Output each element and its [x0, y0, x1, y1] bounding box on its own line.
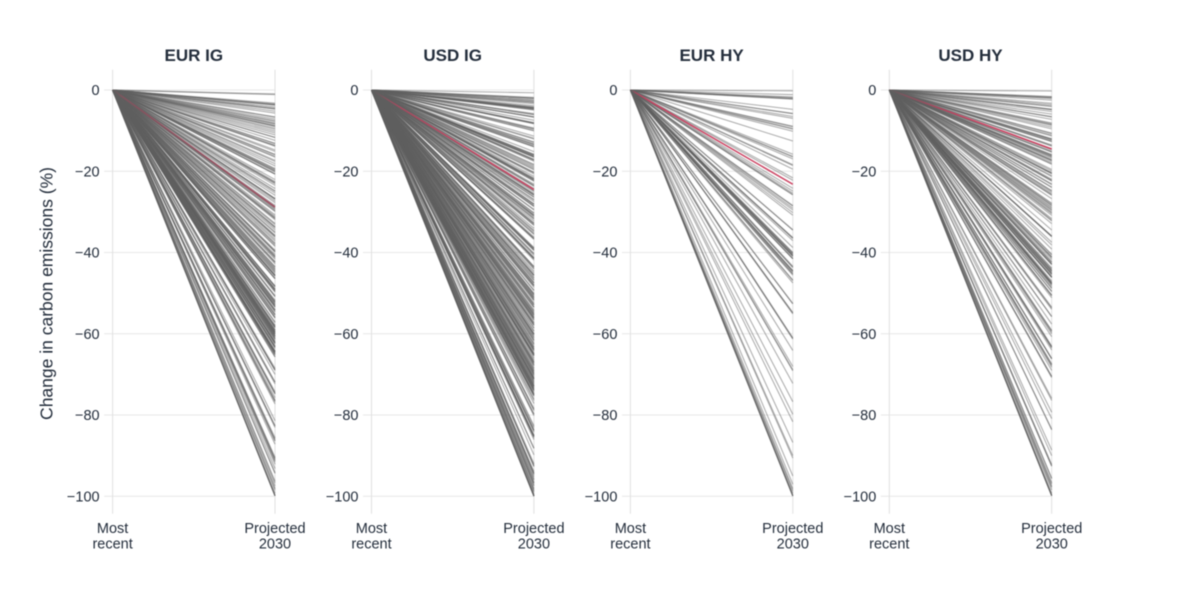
svg-text:−100: −100: [585, 489, 618, 505]
svg-text:0: 0: [92, 83, 100, 99]
svg-text:Projected: Projected: [244, 521, 305, 537]
svg-text:−100: −100: [844, 489, 877, 505]
svg-text:−60: −60: [593, 327, 618, 343]
svg-text:Most: Most: [874, 521, 905, 537]
svg-text:Projected: Projected: [1021, 521, 1082, 537]
svg-text:2030: 2030: [259, 537, 291, 553]
svg-text:2030: 2030: [1036, 537, 1068, 553]
svg-text:Projected: Projected: [762, 521, 823, 537]
svg-text:EUR IG: EUR IG: [165, 46, 224, 65]
svg-text:0: 0: [350, 83, 358, 99]
svg-text:−40: −40: [75, 246, 100, 262]
svg-text:−20: −20: [593, 164, 618, 180]
svg-text:−60: −60: [334, 327, 359, 343]
svg-text:−80: −80: [593, 408, 618, 424]
svg-text:Most: Most: [615, 521, 646, 537]
svg-text:−60: −60: [75, 327, 100, 343]
svg-text:−100: −100: [326, 489, 359, 505]
svg-text:−80: −80: [852, 408, 877, 424]
svg-text:−80: −80: [75, 408, 100, 424]
svg-text:−20: −20: [852, 164, 877, 180]
svg-text:EUR HY: EUR HY: [679, 46, 744, 65]
svg-text:recent: recent: [351, 537, 391, 553]
svg-text:Most: Most: [356, 521, 387, 537]
svg-text:Most: Most: [97, 521, 128, 537]
svg-text:USD HY: USD HY: [938, 46, 1003, 65]
svg-text:recent: recent: [610, 537, 650, 553]
svg-text:−40: −40: [852, 246, 877, 262]
svg-text:−100: −100: [67, 489, 100, 505]
svg-text:recent: recent: [92, 537, 132, 553]
svg-text:−60: −60: [852, 327, 877, 343]
svg-text:−80: −80: [334, 408, 359, 424]
svg-text:0: 0: [868, 83, 876, 99]
svg-text:recent: recent: [869, 537, 909, 553]
svg-text:Change in carbon emissions (%): Change in carbon emissions (%): [36, 167, 56, 420]
svg-text:−20: −20: [334, 164, 359, 180]
svg-text:Projected: Projected: [503, 521, 564, 537]
svg-text:−40: −40: [334, 246, 359, 262]
svg-text:0: 0: [609, 83, 617, 99]
svg-text:−40: −40: [593, 246, 618, 262]
svg-text:2030: 2030: [518, 537, 550, 553]
svg-text:USD IG: USD IG: [423, 46, 482, 65]
svg-text:−20: −20: [75, 164, 100, 180]
svg-text:2030: 2030: [777, 537, 809, 553]
